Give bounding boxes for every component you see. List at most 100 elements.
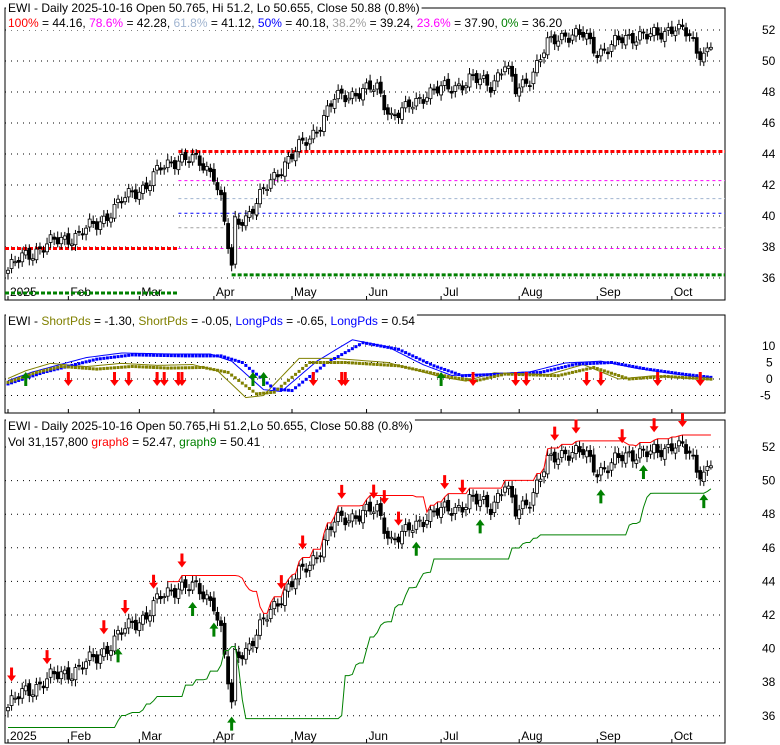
top-candle <box>439 85 444 96</box>
shortpds-line-point <box>31 372 35 376</box>
shortpds-line-point <box>166 366 170 370</box>
top-candle <box>648 33 653 38</box>
top-candle <box>435 86 440 94</box>
shortpds-line-point <box>123 365 127 369</box>
bottom-candle <box>9 695 14 706</box>
shortpds-line-point <box>283 381 287 385</box>
shortpds-line-point <box>10 379 14 383</box>
bottom-candle <box>77 664 81 667</box>
top-candle <box>290 153 294 160</box>
sell-arrow-icon <box>120 600 130 615</box>
osc-buy-arrow-icon <box>259 372 269 386</box>
shortpds-line-point <box>499 373 503 377</box>
top-candle <box>669 26 674 34</box>
bottom-candle <box>669 443 674 452</box>
top-candle <box>584 33 589 40</box>
top-candle <box>464 85 468 89</box>
longpds-line-point <box>113 355 116 359</box>
bottom-candle <box>20 688 25 699</box>
longpds-line-point <box>34 373 38 377</box>
bottom-candle <box>584 450 589 458</box>
longpds-line-point <box>560 365 564 369</box>
longpds-line-point <box>180 354 184 358</box>
bottom-candle <box>144 612 149 620</box>
longpds-line-point <box>333 357 337 361</box>
shortpds-line-point <box>333 361 337 364</box>
longpds-line-point <box>400 349 404 353</box>
bottom-candle <box>581 449 585 456</box>
top-candle <box>680 24 685 27</box>
x-tick-label: Feb <box>70 729 91 743</box>
top-candle <box>30 258 35 261</box>
top-candle <box>254 203 259 216</box>
osc-y-tick: 5 <box>766 356 773 370</box>
shortpds-line-point <box>375 362 379 366</box>
price-title: EWI - Daily 2025-10-16 Open 50.765, Hi 5… <box>8 1 420 15</box>
shortpds-line-point <box>517 372 521 376</box>
shortpds-line-point <box>297 369 301 373</box>
bottom-candle <box>290 581 294 588</box>
top-candle <box>243 215 248 227</box>
buy-arrow-icon <box>638 464 648 479</box>
bottom-candle <box>616 453 621 458</box>
top-candle <box>183 152 188 160</box>
shortpds-line-point <box>670 375 674 379</box>
longpds-line-point <box>70 363 74 367</box>
shortpds-line-point <box>592 365 596 369</box>
shortpds-line-point <box>251 389 255 393</box>
bottom-candle <box>524 499 529 506</box>
shortpds-line-point <box>567 371 571 375</box>
fib-legend-part: = 40.18, <box>282 16 332 30</box>
longpds-line-point <box>237 359 241 363</box>
bottom-candle <box>66 667 71 680</box>
longpds-line-point <box>688 373 692 377</box>
longpds-line-point <box>393 347 397 351</box>
shortpds-line-point <box>326 361 329 364</box>
bottom-candle <box>194 580 199 583</box>
bottom-y-tick: 48 <box>762 507 776 521</box>
top-candle <box>655 27 660 36</box>
top-candle <box>343 95 348 103</box>
bottom-candle <box>126 618 131 629</box>
longpds-line-point <box>613 361 617 365</box>
shortpds-line-point <box>638 376 642 380</box>
shortpds-line-point <box>585 367 589 371</box>
bottom-candle <box>222 622 227 655</box>
bottom-candle <box>101 648 106 658</box>
longpds-line-point <box>691 373 695 377</box>
x-tick-label: Aug <box>521 285 542 299</box>
bottom-candle <box>393 538 397 541</box>
top-candle <box>137 191 142 200</box>
shortpds-line-point <box>49 367 53 371</box>
longpds-line-point <box>336 355 340 359</box>
longpds-line-point <box>301 380 305 384</box>
longpds-line-point <box>45 370 49 374</box>
longpds-line-point <box>684 372 688 376</box>
top-candle <box>275 174 280 178</box>
bottom-candle <box>339 510 344 516</box>
longpds-line-point <box>485 373 489 377</box>
longpds-line-point <box>290 389 294 393</box>
bottom-candle <box>638 448 642 459</box>
shortpds-line-point <box>624 376 628 380</box>
shortpds-line-point <box>102 367 106 371</box>
top-y-tick: 46 <box>762 116 776 130</box>
shortpds-line-point <box>233 376 237 380</box>
shortpds-line-point <box>17 377 21 381</box>
longpds-line-point <box>649 368 653 372</box>
longpds-line-point <box>49 369 53 373</box>
longpds-line-point <box>620 362 624 366</box>
shortpds-line-point <box>187 366 191 370</box>
shortpds-line-point <box>219 369 223 373</box>
longpds-line-point <box>492 372 496 376</box>
top-candle <box>520 79 525 88</box>
longpds-line-point <box>230 357 234 361</box>
top-candle <box>598 48 603 57</box>
shortpds-line-point <box>59 364 63 368</box>
top-candle <box>325 105 330 117</box>
longpds-line-point <box>279 388 283 392</box>
top-candle <box>524 78 529 84</box>
top-candle <box>148 185 152 192</box>
top-candle <box>70 243 74 246</box>
sell-arrow-icon <box>337 484 347 499</box>
